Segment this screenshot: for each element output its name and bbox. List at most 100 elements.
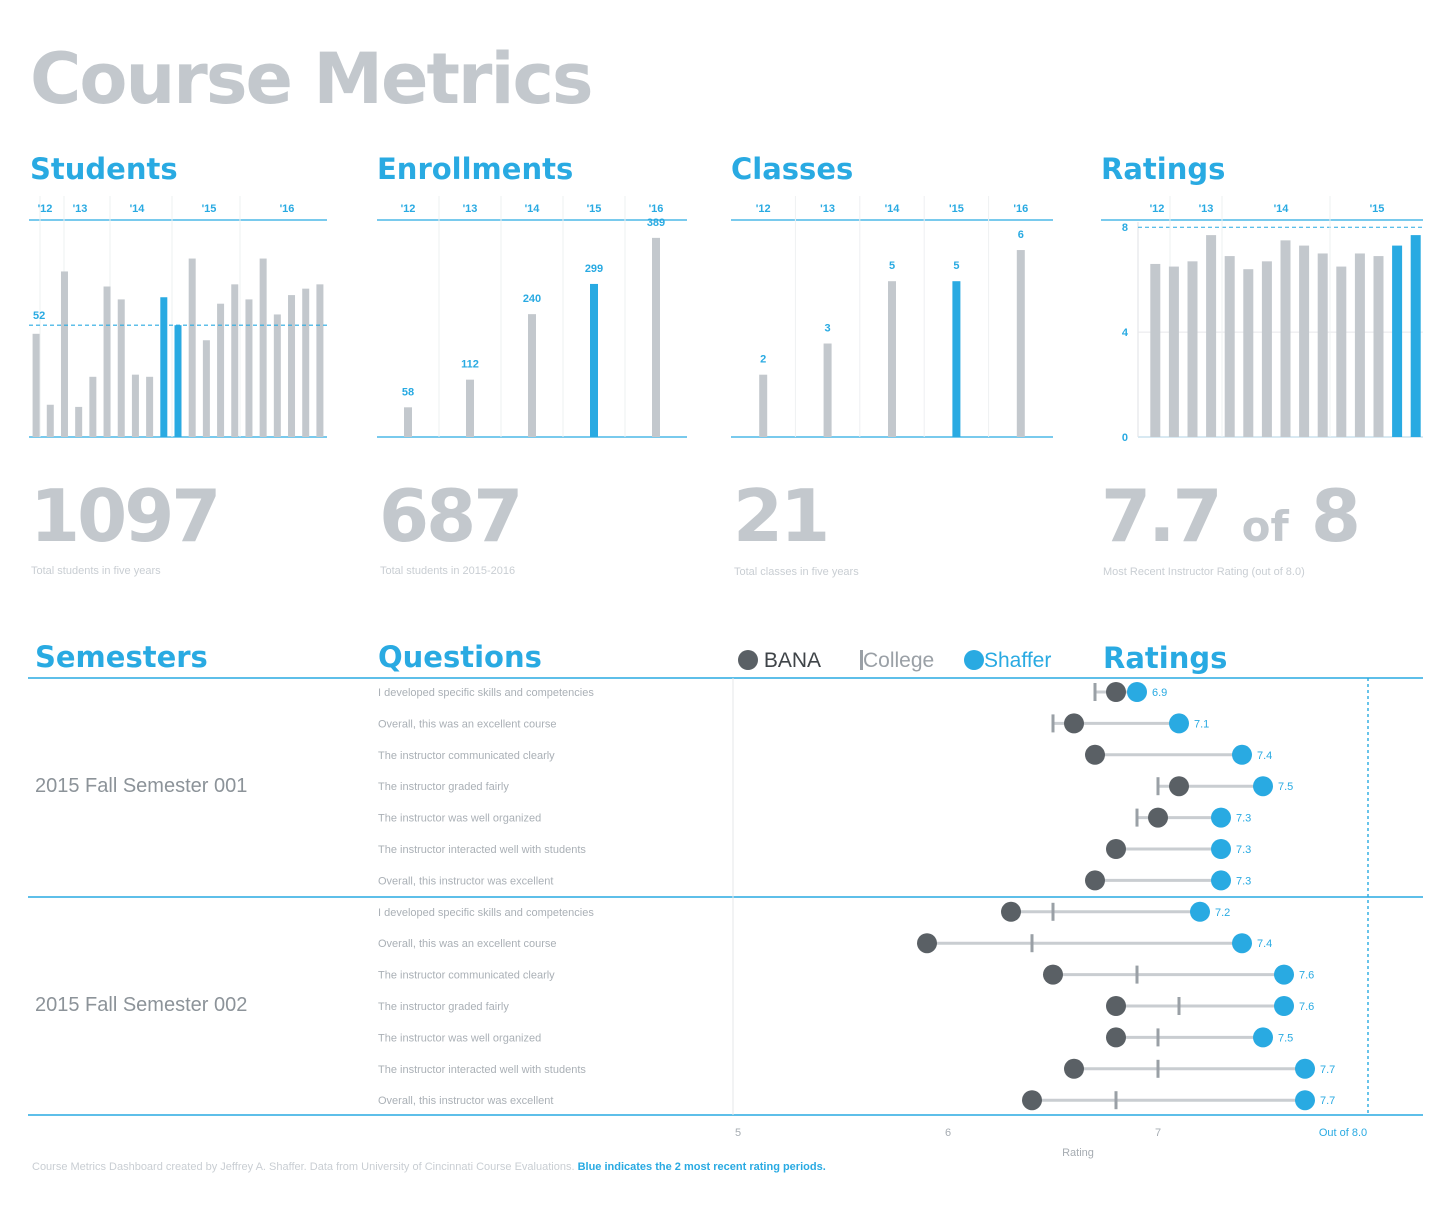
bana-marker xyxy=(1106,996,1126,1016)
students-bar xyxy=(89,376,97,437)
dumbbell-x-tick-label: 7 xyxy=(1155,1127,1161,1139)
rating-total-value: 7.7 of 8 xyxy=(1101,480,1361,552)
shaffer-marker xyxy=(1190,901,1210,922)
ratings-bar xyxy=(1317,253,1328,437)
students-total-value: 1097 xyxy=(30,474,221,558)
students-panel-title: Students xyxy=(30,152,178,186)
rating-of-text: of xyxy=(1241,502,1289,551)
ratings-bar xyxy=(1261,261,1272,437)
students-bar xyxy=(245,299,253,437)
ratings-bar xyxy=(1410,235,1421,437)
ratings-caption: Most Recent Instructor Rating (out of 8.… xyxy=(1103,566,1305,578)
students-bar xyxy=(273,314,281,437)
semester-label: 2015 Fall Semester 002 xyxy=(35,994,248,1016)
question-label: The instructor communicated clearly xyxy=(378,970,555,982)
ratings-bar xyxy=(1373,256,1384,437)
questions-title: Questions xyxy=(378,640,542,674)
enrollments-data-label: 299 xyxy=(585,263,603,275)
footer-note: Course Metrics Dashboard created by Jeff… xyxy=(32,1161,826,1173)
ratings-bar xyxy=(1206,235,1217,437)
bana-marker xyxy=(1001,901,1021,922)
students-bar xyxy=(146,376,154,437)
question-label: The instructor interacted well with stud… xyxy=(378,844,586,856)
students-bar xyxy=(231,284,239,437)
ratings-y-tick-label: 4 xyxy=(1122,327,1129,339)
students-bar xyxy=(131,374,139,437)
shaffer-marker xyxy=(1127,682,1147,702)
question-label: I developed specific skills and competen… xyxy=(378,907,594,919)
students-bar xyxy=(202,340,210,437)
shaffer-marker xyxy=(1211,807,1231,828)
shaffer-value-label: 7.6 xyxy=(1299,1001,1314,1013)
footer-credit: Course Metrics Dashboard created by Jeff… xyxy=(32,1161,575,1173)
ratings-period-label: '15 xyxy=(1370,203,1385,215)
students-period-label: '13 xyxy=(73,203,88,215)
bana-marker xyxy=(1085,870,1105,891)
legend-shaffer: Shaffer xyxy=(964,648,1051,674)
students-bar xyxy=(60,271,68,437)
classes-bar xyxy=(759,374,768,437)
students-bar xyxy=(46,404,54,437)
students-bar xyxy=(75,406,83,437)
ratings-period-label: '14 xyxy=(1274,203,1290,215)
students-reference-label: 52 xyxy=(33,310,45,322)
enrollments-total-value: 687 xyxy=(379,474,523,558)
classes-caption: Total classes in five years xyxy=(734,566,859,578)
shaffer-value-label: 7.7 xyxy=(1320,1095,1335,1107)
enrollments-period-label: '14 xyxy=(525,203,541,215)
question-label: The instructor was well organized xyxy=(378,813,541,825)
bana-marker xyxy=(1148,807,1168,828)
rating-out-of-value: 8 xyxy=(1310,474,1361,558)
students-bar xyxy=(188,258,196,437)
students-bar xyxy=(160,297,168,437)
legend-shaffer-label: Shaffer xyxy=(984,649,1052,672)
classes-bar xyxy=(1016,250,1025,437)
enrollments-bar xyxy=(652,237,660,437)
ratings-bar xyxy=(1243,269,1254,437)
question-label: The instructor was well organized xyxy=(378,1032,541,1044)
ratings-period-label: '12 xyxy=(1150,203,1165,215)
ratings-dumbbell-title: Ratings xyxy=(1103,641,1228,675)
bana-marker xyxy=(1064,713,1084,734)
ratings-bar xyxy=(1299,245,1310,437)
enrollments-data-label: 389 xyxy=(647,217,665,229)
classes-period-label: '16 xyxy=(1013,203,1028,215)
ratings-panel-title: Ratings xyxy=(1101,152,1226,186)
classes-period-label: '15 xyxy=(949,203,964,215)
college-tick-icon xyxy=(860,650,863,670)
bana-dot-icon xyxy=(738,650,758,670)
bana-marker xyxy=(1106,1027,1126,1048)
shaffer-marker xyxy=(1295,1058,1315,1079)
classes-data-label: 2 xyxy=(760,354,766,366)
ratings-bar xyxy=(1354,253,1365,437)
students-bar xyxy=(103,286,111,437)
ratings-bar xyxy=(1168,266,1179,437)
students-bar xyxy=(117,299,125,437)
dumbbell-x-tick-label: 5 xyxy=(735,1127,741,1139)
legend-college: College xyxy=(860,648,934,674)
classes-period-label: '12 xyxy=(756,203,771,215)
bana-marker xyxy=(1106,682,1126,702)
shaffer-marker xyxy=(1253,1027,1273,1048)
ratings-y-tick-label: 8 xyxy=(1122,222,1128,234)
enrollments-data-label: 58 xyxy=(402,386,414,398)
question-label: Overall, this instructor was excellent xyxy=(378,1095,553,1107)
ratings-bar xyxy=(1280,240,1291,437)
classes-data-label: 5 xyxy=(953,260,959,272)
classes-bar xyxy=(823,343,832,437)
students-period-label: '15 xyxy=(202,203,217,215)
enrollments-bar xyxy=(590,283,598,437)
students-period-label: '12 xyxy=(38,203,53,215)
question-label: Overall, this was an excellent course xyxy=(378,718,557,730)
question-label: I developed specific skills and competen… xyxy=(378,687,594,699)
ratings-bar xyxy=(1187,261,1198,437)
enrollments-bar xyxy=(528,314,536,437)
ratings-bar xyxy=(1336,266,1347,437)
question-label: The instructor graded fairly xyxy=(378,781,509,793)
students-bar xyxy=(316,284,324,437)
shaffer-value-label: 7.4 xyxy=(1257,750,1272,762)
enrollments-caption: Total students in 2015-2016 xyxy=(380,565,516,577)
bana-marker xyxy=(1106,839,1126,859)
question-label: The instructor communicated clearly xyxy=(378,750,555,762)
